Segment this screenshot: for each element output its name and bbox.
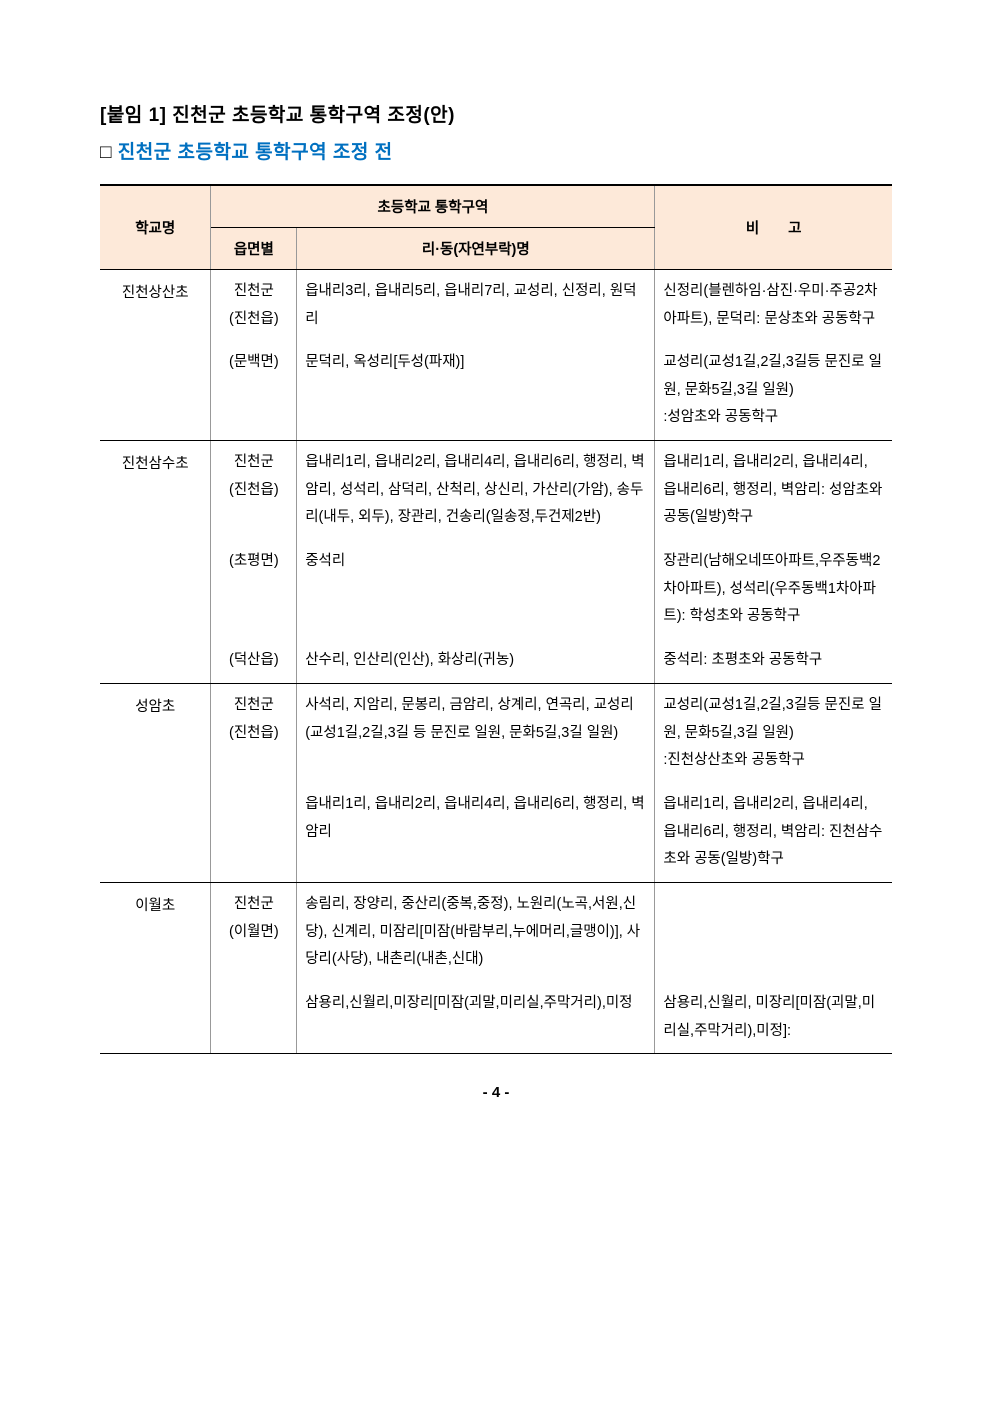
cell-school: 진천상산초	[100, 270, 211, 441]
col-village: 리·동(자연부락)명	[297, 228, 655, 270]
section-title: □ 진천군 초등학교 통학구역 조정 전	[100, 137, 892, 164]
detail-block: 중석리	[305, 548, 646, 631]
note-block	[663, 891, 884, 974]
cell-note: 삼용리,신월리, 미장리[미잠(괴말,미리실,주막거리),미정]:	[655, 883, 892, 1054]
detail-block: 읍내리1리, 읍내리2리, 읍내리4리, 읍내리6리, 행정리, 벽암리, 성석…	[305, 449, 646, 532]
region-block: (덕산읍)	[219, 647, 288, 675]
cell-school: 이월초	[100, 883, 211, 1054]
cell-region: 진천군 (진천읍)	[211, 684, 297, 883]
region-block: (초평면)	[219, 548, 288, 631]
detail-block: 산수리, 인산리(인산), 화상리(귀농)	[305, 647, 646, 675]
cell-note: 읍내리1리, 읍내리2리, 읍내리4리, 읍내리6리, 행정리, 벽암리: 성암…	[655, 441, 892, 684]
cell-region: 진천군 (진천읍) (초평면) (덕산읍)	[211, 441, 297, 684]
note-block: 중석리: 초평초와 공동학구	[663, 647, 884, 675]
note-block: 장관리(남해오네뜨아파트,우주동백2차아파트), 성석리(우주동백1차아파트):…	[663, 548, 884, 631]
col-school: 학교명	[100, 185, 211, 270]
cell-note: 교성리(교성1길,2길,3길등 문진로 일원, 문화5길,3길 일원) :진천상…	[655, 684, 892, 883]
section-title-text: 진천군 초등학교 통학구역 조정 전	[118, 142, 393, 163]
detail-block: 송림리, 장양리, 중산리(중복,중정), 노원리(노곡,서원,신당), 신계리…	[305, 891, 646, 974]
cell-region: 진천군 (진천읍) (문백면)	[211, 270, 297, 441]
cell-detail: 송림리, 장양리, 중산리(중복,중정), 노원리(노곡,서원,신당), 신계리…	[297, 883, 655, 1054]
table-row: 성암초진천군 (진천읍)사석리, 지암리, 문봉리, 금암리, 상계리, 연곡리…	[100, 684, 892, 883]
cell-school: 성암초	[100, 684, 211, 883]
attachment-title: [붙임 1] 진천군 초등학교 통학구역 조정(안)	[100, 100, 892, 127]
region-block: (문백면)	[219, 349, 288, 432]
table-row: 진천삼수초진천군 (진천읍) (초평면) (덕산읍) 읍내리1리, 읍내리2리, 읍내…	[100, 441, 892, 684]
note-block: 신정리(블렌하임·삼진·우미·주공2차 아파트), 문덕리: 문상초와 공동학구	[663, 278, 884, 333]
detail-block: 문덕리, 옥성리[두성(파재)]	[305, 349, 646, 432]
cell-detail: 읍내리1리, 읍내리2리, 읍내리4리, 읍내리6리, 행정리, 벽암리, 성석…	[297, 441, 655, 684]
region-block: 진천군 (진천읍)	[219, 278, 288, 333]
note-block: 읍내리1리, 읍내리2리, 읍내리4리, 읍내리6리, 행정리, 벽암리: 성암…	[663, 449, 884, 532]
detail-block: 사석리, 지암리, 문봉리, 금암리, 상계리, 연곡리, 교성리(교성1길,2…	[305, 692, 646, 775]
detail-block: 읍내리3리, 읍내리5리, 읍내리7리, 교성리, 신정리, 원덕리	[305, 278, 646, 333]
table-row: 이월초진천군 (이월면)송림리, 장양리, 중산리(중복,중정), 노원리(노곡…	[100, 883, 892, 1054]
note-block: 읍내리1리, 읍내리2리, 읍내리4리, 읍내리6리, 행정리, 벽암리: 진천…	[663, 791, 884, 874]
cell-note: 신정리(블렌하임·삼진·우미·주공2차 아파트), 문덕리: 문상초와 공동학구…	[655, 270, 892, 441]
cell-school: 진천삼수초	[100, 441, 211, 684]
cell-region: 진천군 (이월면)	[211, 883, 297, 1054]
col-region: 읍면별	[211, 228, 297, 270]
detail-block: 삼용리,신월리,미장리[미잠(괴말,미리실,주막거리),미정	[305, 990, 646, 1045]
note-block: 교성리(교성1길,2길,3길등 문진로 일원, 문화5길,3길 일원) :진천상…	[663, 692, 884, 775]
page-number: - 4 -	[100, 1084, 892, 1101]
note-block: 삼용리,신월리, 미장리[미잠(괴말,미리실,주막거리),미정]:	[663, 990, 884, 1045]
region-block: 진천군 (이월면)	[219, 891, 288, 974]
table-row: 진천상산초진천군 (진천읍)(문백면)읍내리3리, 읍내리5리, 읍내리7리, …	[100, 270, 892, 441]
section-marker: □	[100, 142, 118, 163]
cell-detail: 읍내리3리, 읍내리5리, 읍내리7리, 교성리, 신정리, 원덕리문덕리, 옥…	[297, 270, 655, 441]
region-block	[219, 990, 288, 1045]
district-table: 학교명 초등학교 통학구역 비 고 읍면별 리·동(자연부락)명 진천상산초진천…	[100, 184, 892, 1054]
region-block	[219, 791, 288, 874]
col-district-group: 초등학교 통학구역	[211, 185, 655, 228]
col-note: 비 고	[655, 185, 892, 270]
region-block: 진천군 (진천읍)	[219, 692, 288, 775]
detail-block: 읍내리1리, 읍내리2리, 읍내리4리, 읍내리6리, 행정리, 벽암리	[305, 791, 646, 874]
note-block: 교성리(교성1길,2길,3길등 문진로 일원, 문화5길,3길 일원) :성암초…	[663, 349, 884, 432]
cell-detail: 사석리, 지암리, 문봉리, 금암리, 상계리, 연곡리, 교성리(교성1길,2…	[297, 684, 655, 883]
region-block: 진천군 (진천읍)	[219, 449, 288, 532]
